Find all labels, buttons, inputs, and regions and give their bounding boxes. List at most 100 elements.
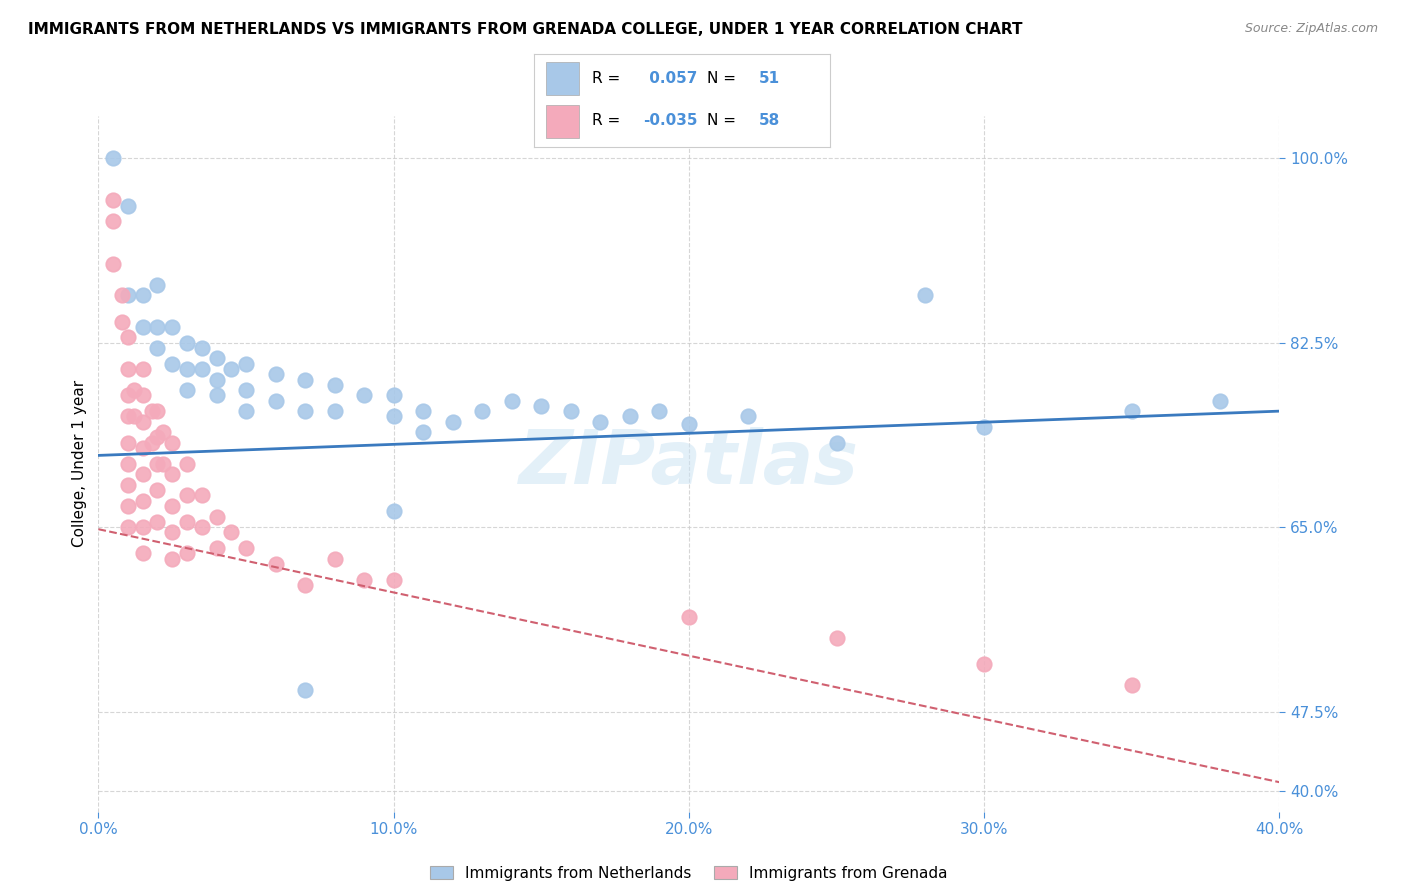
Point [191, 520, 214, 534]
Point [294, 404, 316, 418]
Point [382, 504, 405, 518]
Point [122, 383, 145, 397]
Point [132, 288, 155, 302]
Text: Source: ZipAtlas.com: Source: ZipAtlas.com [1244, 22, 1378, 36]
Point [560, 404, 582, 418]
Point [205, 509, 228, 524]
Point [146, 341, 169, 355]
Point [382, 409, 405, 424]
Point [235, 383, 257, 397]
Point [146, 430, 169, 444]
Point [117, 330, 139, 344]
Point [132, 441, 155, 455]
Point [1209, 393, 1232, 408]
Point [205, 388, 228, 402]
Point [176, 515, 198, 529]
Point [132, 362, 155, 376]
Point [162, 467, 183, 482]
Point [103, 194, 125, 208]
Point [264, 557, 287, 571]
Point [176, 546, 198, 560]
Point [176, 457, 198, 471]
Point [132, 546, 155, 560]
Point [825, 435, 848, 450]
Point [146, 483, 169, 498]
Point [294, 683, 316, 698]
Point [117, 520, 139, 534]
Point [117, 388, 139, 402]
Point [205, 541, 228, 556]
Text: 58: 58 [759, 113, 780, 128]
Point [264, 393, 287, 408]
Point [619, 409, 641, 424]
Text: ZIPatlas: ZIPatlas [519, 427, 859, 500]
Point [323, 551, 346, 566]
FancyBboxPatch shape [546, 62, 579, 95]
Point [235, 541, 257, 556]
Text: N =: N = [707, 113, 741, 128]
Point [294, 372, 316, 386]
Point [146, 515, 169, 529]
Point [176, 362, 198, 376]
Point [103, 151, 125, 165]
Point [117, 478, 139, 492]
Point [294, 578, 316, 592]
Point [191, 362, 214, 376]
Point [353, 573, 375, 587]
Point [825, 631, 848, 645]
Point [914, 288, 936, 302]
Point [501, 393, 523, 408]
Point [530, 399, 553, 413]
Point [117, 457, 139, 471]
Point [117, 198, 139, 212]
Point [235, 404, 257, 418]
Point [146, 277, 169, 292]
Text: -0.035: -0.035 [644, 113, 697, 128]
Y-axis label: College, Under 1 year: College, Under 1 year [72, 380, 87, 548]
Point [412, 404, 434, 418]
Point [162, 319, 183, 334]
Point [323, 404, 346, 418]
Point [132, 520, 155, 534]
Point [176, 488, 198, 502]
Point [152, 425, 174, 440]
Point [737, 409, 759, 424]
Point [205, 372, 228, 386]
Point [146, 319, 169, 334]
Point [162, 357, 183, 371]
Point [205, 351, 228, 366]
Legend: Immigrants from Netherlands, Immigrants from Grenada: Immigrants from Netherlands, Immigrants … [430, 865, 948, 880]
Text: R =: R = [592, 70, 626, 86]
Point [441, 415, 464, 429]
Point [111, 288, 134, 302]
Point [141, 435, 163, 450]
Point [589, 415, 612, 429]
Point [162, 525, 183, 540]
Point [132, 388, 155, 402]
Point [132, 467, 155, 482]
Point [176, 383, 198, 397]
Point [162, 435, 183, 450]
Point [648, 404, 671, 418]
Point [323, 377, 346, 392]
Point [132, 415, 155, 429]
Point [1121, 404, 1143, 418]
Text: N =: N = [707, 70, 741, 86]
Point [973, 657, 995, 672]
Point [191, 341, 214, 355]
Point [117, 288, 139, 302]
Point [146, 404, 169, 418]
Point [162, 551, 183, 566]
Text: 51: 51 [759, 70, 780, 86]
Text: IMMIGRANTS FROM NETHERLANDS VS IMMIGRANTS FROM GRENADA COLLEGE, UNDER 1 YEAR COR: IMMIGRANTS FROM NETHERLANDS VS IMMIGRANT… [28, 22, 1022, 37]
Point [382, 573, 405, 587]
Point [111, 314, 134, 328]
Point [382, 388, 405, 402]
Point [146, 457, 169, 471]
Point [117, 435, 139, 450]
Point [117, 409, 139, 424]
Point [353, 388, 375, 402]
Point [1121, 678, 1143, 692]
FancyBboxPatch shape [546, 105, 579, 138]
Point [132, 319, 155, 334]
